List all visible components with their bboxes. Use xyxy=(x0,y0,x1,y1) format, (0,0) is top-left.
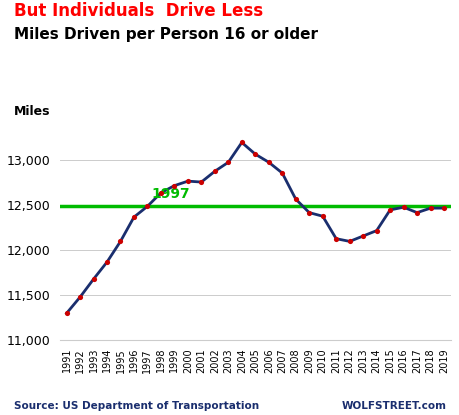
Point xyxy=(157,190,164,196)
Point xyxy=(305,209,312,216)
Point xyxy=(90,276,97,283)
Point xyxy=(278,170,285,176)
Point xyxy=(170,182,178,189)
Point xyxy=(63,310,70,317)
Point xyxy=(399,204,406,210)
Point xyxy=(319,213,326,220)
Point xyxy=(264,159,272,166)
Text: Miles Driven per Person 16 or older: Miles Driven per Person 16 or older xyxy=(14,27,317,42)
Point xyxy=(224,159,231,166)
Point xyxy=(117,238,124,245)
Text: Miles: Miles xyxy=(14,105,50,118)
Point xyxy=(358,233,366,239)
Point xyxy=(144,203,151,210)
Point xyxy=(251,151,258,158)
Point xyxy=(426,205,433,211)
Point xyxy=(238,139,245,146)
Point xyxy=(332,235,339,242)
Point xyxy=(211,168,218,175)
Text: 1997: 1997 xyxy=(151,188,190,201)
Point xyxy=(413,209,420,216)
Text: But Individuals  Drive Less: But Individuals Drive Less xyxy=(14,2,263,20)
Point xyxy=(184,178,191,185)
Point xyxy=(386,207,393,213)
Point xyxy=(197,179,205,186)
Point xyxy=(345,238,353,245)
Point xyxy=(103,259,111,266)
Point xyxy=(372,227,380,234)
Text: Source: US Department of Transportation: Source: US Department of Transportation xyxy=(14,401,258,411)
Point xyxy=(291,196,299,203)
Point xyxy=(76,294,84,300)
Point xyxy=(130,214,137,220)
Text: WOLFSTREET.com: WOLFSTREET.com xyxy=(341,401,445,411)
Point xyxy=(439,205,447,211)
